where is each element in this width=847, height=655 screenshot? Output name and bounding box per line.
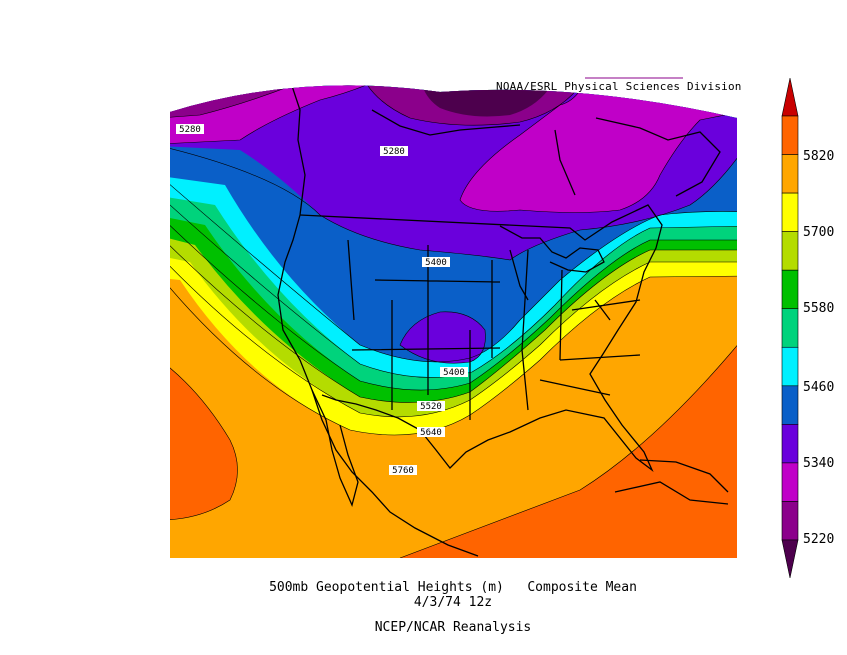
caption-title: 500mb Geopotential Heights (m) Composite… — [269, 580, 637, 595]
colorbar-swatch — [781, 346, 799, 387]
colorbar-swatch — [781, 501, 799, 541]
colorbar-swatch — [781, 231, 799, 271]
colorbar-swatch — [781, 424, 799, 464]
contour-label: 5640 — [417, 427, 445, 438]
contour-label: 5520 — [417, 401, 445, 412]
colorbar-label: 5340 — [803, 456, 835, 471]
height-field — [170, 85, 737, 559]
contour-label: 5400 — [422, 257, 450, 268]
contour-label: 5400 — [440, 367, 468, 378]
contour-label-text: 5280 — [383, 147, 405, 157]
contour-label: 5280 — [176, 124, 204, 135]
colorbar-bottom-triangle — [781, 539, 799, 579]
colorbar-label: 5700 — [803, 225, 835, 240]
contour-label-text: 5760 — [392, 466, 414, 476]
colorbar-top-triangle — [781, 77, 799, 117]
colorbar-label: 5580 — [803, 301, 835, 316]
colorbar-swatch — [781, 269, 799, 310]
contour-labels: 5280 5280 5400 5400 5520 5640 5760 — [176, 124, 468, 476]
colorbar-swatch — [781, 462, 799, 502]
caption-date: 4/3/74 12z — [413, 595, 493, 610]
colorbar — [781, 77, 799, 579]
contour-label-text: 5520 — [420, 402, 442, 412]
contour-label: 5760 — [389, 465, 417, 476]
colorbar-label: 5220 — [803, 532, 835, 547]
contour-label-text: 5400 — [443, 368, 465, 378]
colorbar-label: 5820 — [803, 149, 835, 164]
contour-label-text: 5280 — [179, 125, 201, 135]
credit-text: NOAA/ESRL Physical Sciences Division — [496, 80, 742, 93]
coastlines-borders — [277, 85, 729, 557]
contour-label-text: 5400 — [425, 258, 447, 268]
contour-label-text: 5640 — [420, 428, 442, 438]
colorbar-swatch — [781, 154, 799, 194]
colorbar-swatch — [781, 385, 799, 425]
colorbar-swatch — [781, 308, 799, 348]
colorbar-label: 5460 — [803, 380, 835, 395]
colorbar-swatch — [781, 192, 799, 232]
contour-label: 5280 — [380, 146, 408, 157]
caption-source: NCEP/NCAR Reanalysis — [374, 620, 532, 635]
colorbar-swatch — [781, 115, 799, 155]
